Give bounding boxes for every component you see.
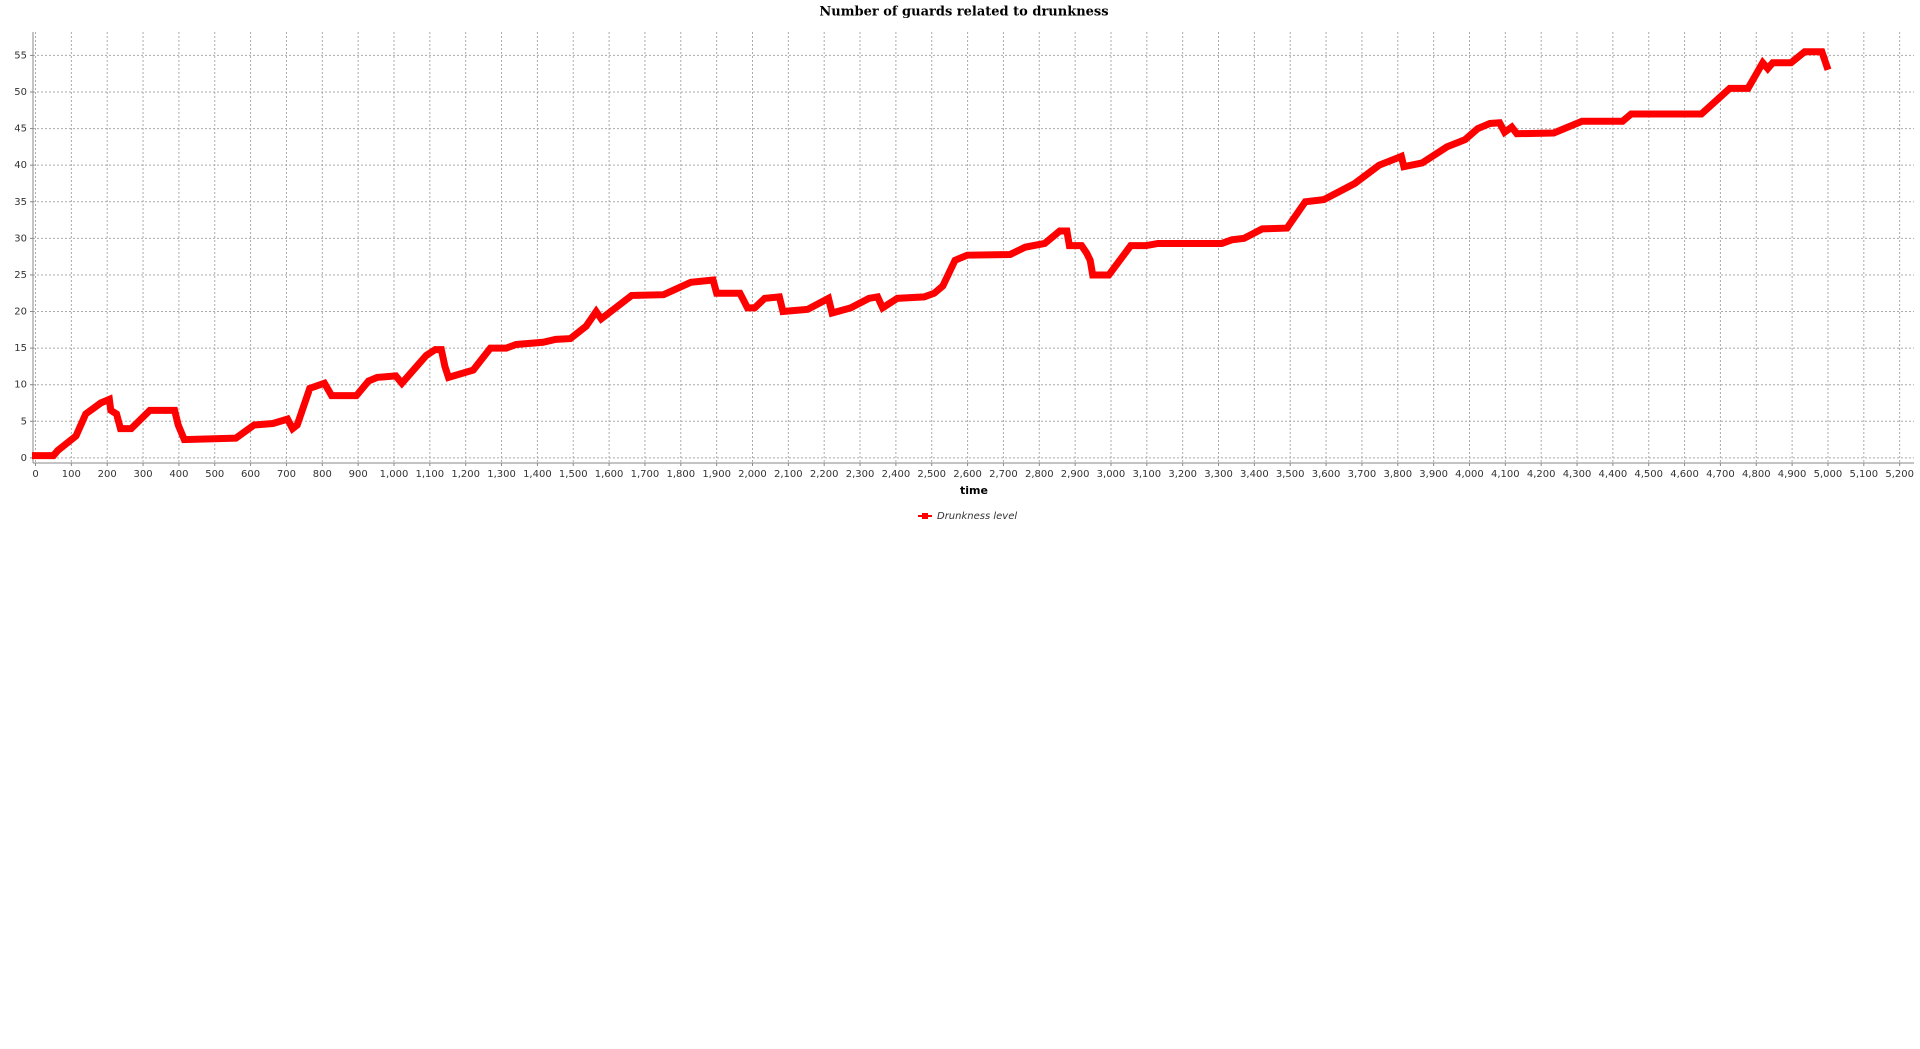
x-tick-label: 2,600: [953, 469, 982, 480]
x-tick-label: 4,000: [1455, 469, 1484, 480]
y-tick-label: 40: [14, 160, 27, 171]
y-tick-label: 10: [14, 380, 27, 391]
x-tick-label: 1,200: [451, 469, 480, 480]
x-tick-label: 3,800: [1383, 469, 1412, 480]
x-tick-label: 4,600: [1670, 469, 1699, 480]
x-tick-label: 300: [134, 469, 153, 480]
x-tick-label: 0: [32, 469, 38, 480]
x-tick-label: 700: [277, 469, 296, 480]
x-tick-label: 1,300: [487, 469, 516, 480]
y-tick-label: 50: [14, 87, 27, 98]
x-tick-label: 3,700: [1348, 469, 1377, 480]
x-tick-label: 4,800: [1742, 469, 1771, 480]
x-tick-label: 4,100: [1491, 469, 1520, 480]
x-tick-label: 200: [98, 469, 117, 480]
y-tick-label: 55: [14, 50, 27, 61]
data-line: [32, 48, 1832, 460]
y-tick-label: 30: [14, 233, 27, 244]
x-tick-label: 2,500: [917, 469, 946, 480]
x-tick-label: 3,900: [1419, 469, 1448, 480]
x-tick-label: 1,500: [559, 469, 588, 480]
x-tick-label: 2,400: [882, 469, 911, 480]
x-tick-label: 5,200: [1885, 469, 1914, 480]
y-tick-label: 45: [14, 124, 27, 135]
x-tick-label: 4,400: [1599, 469, 1628, 480]
x-tick-label: 3,600: [1312, 469, 1341, 480]
x-tick-label: 3,100: [1133, 469, 1162, 480]
x-tick-label: 1,800: [666, 469, 695, 480]
x-tick-label: 2,000: [738, 469, 767, 480]
x-tick-label: 4,300: [1563, 469, 1592, 480]
x-tick-label: 400: [169, 469, 188, 480]
x-tick-label: 2,200: [810, 469, 839, 480]
x-tick-label: 2,800: [1025, 469, 1054, 480]
x-tick-label: 2,100: [774, 469, 803, 480]
legend-marker: [922, 513, 928, 519]
x-axis-title: time: [960, 484, 988, 497]
x-tick-label: 1,400: [523, 469, 552, 480]
y-tick-label: 20: [14, 307, 27, 318]
x-tick-label: 3,000: [1097, 469, 1126, 480]
x-tick-label: 600: [241, 469, 260, 480]
x-tick-label: 4,900: [1778, 469, 1807, 480]
x-tick-label: 1,000: [380, 469, 409, 480]
plot-area: [33, 32, 1914, 463]
x-tick-label: 2,700: [989, 469, 1018, 480]
x-tick-label: 3,300: [1204, 469, 1233, 480]
x-tick-label: 2,300: [846, 469, 875, 480]
x-tick-label: 5,100: [1849, 469, 1878, 480]
x-tick-label: 4,500: [1634, 469, 1663, 480]
x-tick-label: 1,600: [595, 469, 624, 480]
x-tick-label: 900: [349, 469, 368, 480]
y-tick-label: 25: [14, 270, 27, 281]
x-tick-label: 500: [205, 469, 224, 480]
x-tick-label: 1,100: [416, 469, 445, 480]
x-tick-label: 4,200: [1527, 469, 1556, 480]
y-tick-label: 5: [21, 416, 27, 427]
x-tick-label: 5,000: [1814, 469, 1843, 480]
chart-title: Number of guards related to drunkness: [819, 5, 1108, 20]
x-tick-label: 800: [313, 469, 332, 480]
x-tick-label: 3,500: [1276, 469, 1305, 480]
x-tick-label: 2,900: [1061, 469, 1090, 480]
x-tick-label: 100: [62, 469, 81, 480]
y-tick-label: 15: [14, 343, 27, 354]
legend-label: Drunkness level: [937, 511, 1017, 522]
x-tick-label: 4,700: [1706, 469, 1735, 480]
y-tick-label: 0: [21, 453, 27, 464]
x-tick-label: 1,700: [631, 469, 660, 480]
x-tick-label: 1,900: [702, 469, 731, 480]
x-tick-label: 3,400: [1240, 469, 1269, 480]
y-tick-label: 35: [14, 197, 27, 208]
x-tick-label: 3,200: [1168, 469, 1197, 480]
